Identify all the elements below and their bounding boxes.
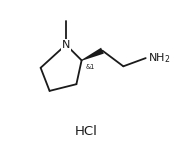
Text: N: N <box>62 40 70 50</box>
Text: HCl: HCl <box>75 125 98 138</box>
Polygon shape <box>81 48 104 61</box>
Text: NH$_2$: NH$_2$ <box>148 51 171 65</box>
Text: &1: &1 <box>86 64 95 70</box>
